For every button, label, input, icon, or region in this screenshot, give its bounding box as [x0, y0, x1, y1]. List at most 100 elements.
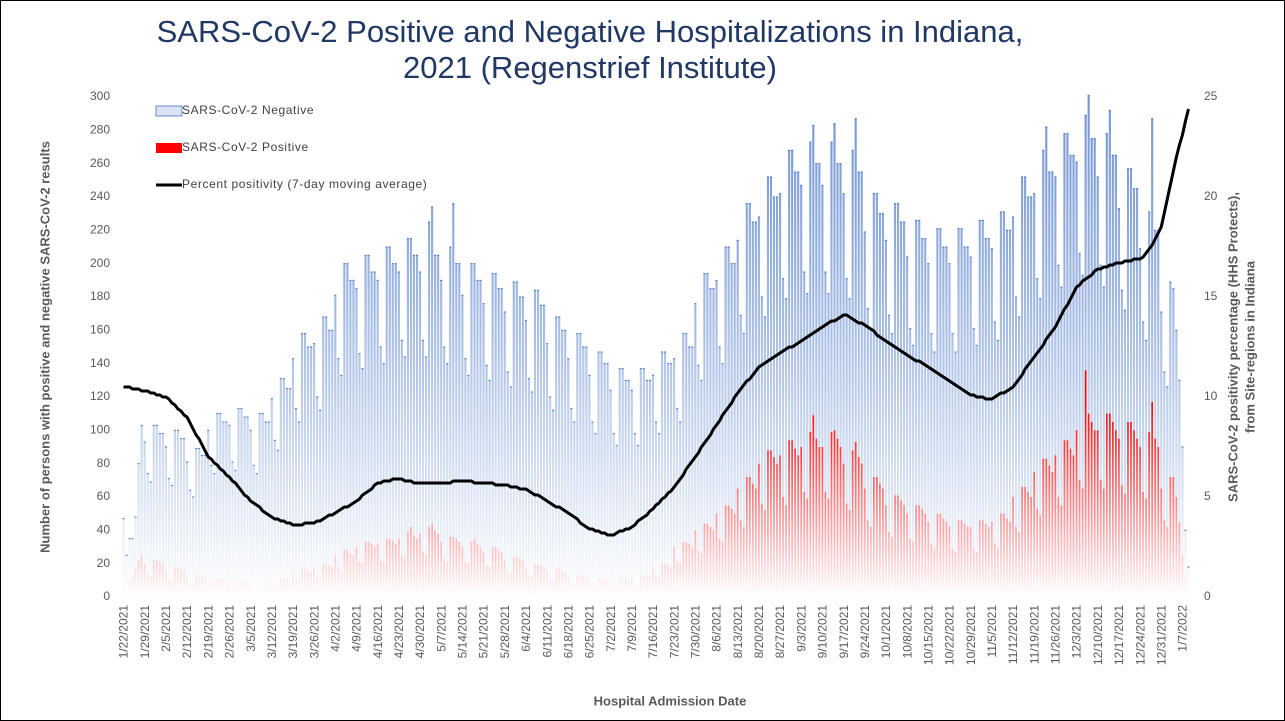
positive-bar — [643, 575, 645, 597]
negative-bar — [567, 358, 570, 597]
negative-bar — [827, 293, 830, 597]
negative-bar — [334, 295, 337, 597]
positive-bar — [255, 590, 258, 597]
positive-bar — [528, 575, 530, 597]
x-tick-label: 5/14/2021 — [456, 605, 470, 659]
negative-bar — [576, 333, 579, 597]
negative-bar — [467, 375, 470, 597]
positive-bar — [249, 587, 252, 597]
negative-bar — [391, 263, 394, 597]
negative-bar — [594, 433, 597, 597]
positive-bar — [945, 522, 948, 597]
negative-bar — [824, 272, 827, 597]
positive-bar — [410, 527, 412, 597]
positive-bar — [712, 530, 715, 597]
negative-bar — [1087, 95, 1090, 597]
negative-bar — [836, 163, 839, 597]
negative-bar — [155, 425, 158, 597]
positive-bar — [954, 552, 957, 597]
negative-bar — [561, 330, 564, 597]
positive-bar — [960, 520, 963, 597]
positive-bar — [594, 585, 597, 597]
negative-bar — [712, 288, 715, 597]
negative-bar — [1151, 118, 1154, 598]
positive-bar — [755, 488, 757, 597]
negative-bar — [890, 333, 894, 597]
positive-bar — [1118, 438, 1120, 597]
positive-bar — [413, 535, 415, 597]
x-tick-label: 3/19/2021 — [286, 605, 300, 659]
legend-label: SARS-CoV-2 Negative — [182, 103, 314, 117]
positive-bar — [891, 537, 893, 597]
positive-bar — [228, 582, 231, 597]
positive-bar — [1093, 430, 1096, 597]
positive-bar — [467, 563, 470, 597]
positive-bar — [797, 455, 800, 597]
legend-swatch — [156, 143, 182, 153]
positive-bar — [630, 577, 633, 597]
x-tick-label: 3/12/2021 — [265, 605, 279, 659]
positive-bar — [670, 567, 672, 597]
negative-bar — [313, 343, 316, 597]
negative-bar — [1096, 177, 1099, 597]
x-tick-label: 6/4/2021 — [519, 605, 533, 652]
positive-bar — [903, 505, 905, 597]
negative-bar — [418, 272, 422, 597]
y2-tick-label: 5 — [1204, 489, 1211, 503]
negative-bar — [1005, 230, 1009, 598]
negative-bar — [261, 413, 264, 597]
positive-bar — [1045, 458, 1048, 597]
negative-bar — [588, 375, 591, 597]
negative-bar — [942, 247, 945, 597]
negative-bar — [1111, 155, 1114, 598]
positive-bar — [264, 587, 267, 597]
negative-bar — [875, 193, 878, 597]
positive-bar — [863, 488, 866, 597]
positive-bar — [137, 560, 140, 597]
positive-bar — [1006, 518, 1008, 597]
positive-bar — [370, 543, 373, 597]
negative-bar — [409, 238, 412, 597]
positive-bar — [824, 492, 827, 597]
positive-bar — [1163, 520, 1166, 597]
positive-bar — [349, 553, 352, 597]
negative-bar — [791, 150, 794, 598]
negative-bar — [231, 462, 234, 597]
negative-bar — [195, 448, 198, 597]
x-tick-label: 11/19/2021 — [1027, 605, 1041, 664]
positive-bar — [488, 567, 491, 597]
legend-label: Percent positivity (7-day moving average… — [182, 177, 427, 191]
negative-bar — [282, 378, 285, 597]
positive-bar — [391, 540, 394, 597]
negative-bar — [500, 288, 503, 597]
negative-bar — [688, 347, 691, 597]
negative-bar — [279, 378, 282, 597]
positive-bar — [149, 575, 152, 597]
negative-bar — [788, 150, 791, 598]
positive-bar — [140, 555, 143, 597]
negative-bar — [1027, 197, 1030, 597]
negative-bar — [243, 417, 246, 597]
positive-bar — [162, 563, 164, 597]
negative-bar — [951, 333, 954, 597]
x-tick-label: 8/6/2021 — [710, 605, 724, 652]
positive-bar — [419, 533, 421, 597]
negative-bar — [1054, 177, 1057, 597]
y-tick-label: 200 — [90, 256, 110, 270]
negative-bar — [1117, 208, 1120, 597]
negative-bar — [337, 358, 340, 597]
y-tick-label: 60 — [97, 489, 111, 503]
positive-bar — [531, 577, 533, 597]
positive-bar — [549, 578, 551, 597]
positive-bar — [851, 450, 854, 597]
negative-bar — [1078, 253, 1081, 597]
x-tick-label: 1/7/2022 — [1176, 605, 1190, 652]
negative-bar — [185, 462, 189, 597]
negative-bar — [1160, 312, 1163, 597]
positive-bar — [280, 578, 282, 597]
negative-bar — [1129, 168, 1133, 597]
positive-bar — [915, 505, 918, 597]
negative-bar — [373, 272, 376, 597]
positive-bar — [328, 565, 331, 597]
positive-bar — [845, 503, 848, 597]
